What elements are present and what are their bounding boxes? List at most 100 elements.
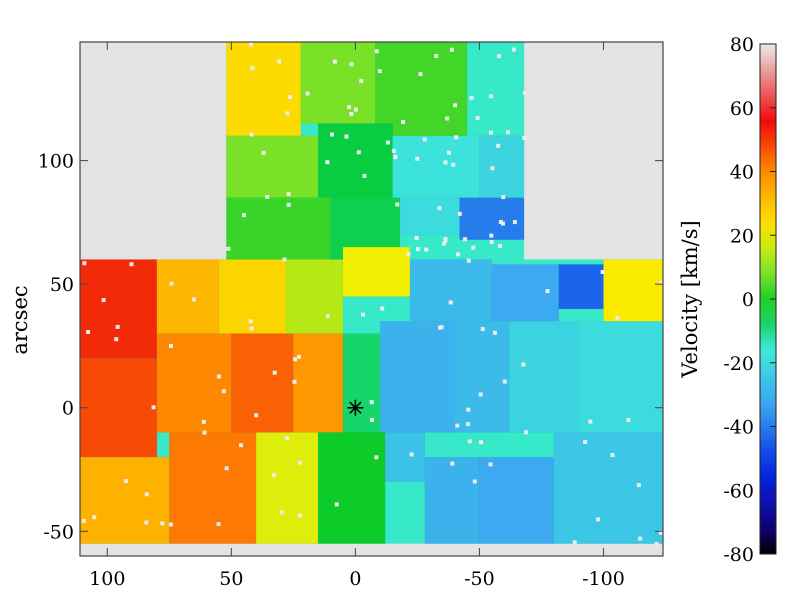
speckle-10 [501,221,505,226]
speckle-109 [191,297,196,302]
speckle-99 [123,479,128,484]
speckle-51 [86,330,91,334]
speckle-24 [497,54,501,59]
velocity-bin-11 [459,197,525,240]
velocity-bin-12 [80,259,158,359]
speckle-64 [305,91,310,96]
speckle-75 [224,466,229,471]
speckle-132 [330,132,334,137]
speckle-15 [297,354,301,359]
speckle-56 [489,94,493,99]
speckle-87 [370,417,374,422]
speckle-128 [457,211,462,216]
speckle-149 [588,419,593,424]
velocity-bin-31 [169,432,257,544]
speckle-78 [490,166,495,171]
speckle-49 [596,517,601,522]
y-tick-label-0: -50 [43,521,74,543]
speckle-114 [344,134,349,139]
speckle-42 [249,132,254,137]
velocity-bin-6 [392,135,480,198]
speckle-65 [201,419,206,424]
speckle-112 [522,136,527,140]
y-axis-label: arcsec [8,285,32,354]
velocity-bin-28 [508,320,579,433]
speckle-63 [409,452,414,457]
speckle-32 [496,143,501,148]
x-tick-label-0: 100 [89,568,125,590]
speckle-5 [479,440,484,445]
velocity-bin-17 [409,259,493,322]
speckle-6 [469,95,474,100]
speckle-7 [298,460,303,465]
colorbar-tick-label-8: -80 [723,544,754,566]
velocity-bin-27 [454,320,510,433]
velocity-bin-35 [424,456,480,544]
speckle-117 [168,522,173,527]
speckle-28 [347,105,352,110]
speckle-146 [498,220,503,224]
velocity-bin-34 [384,432,426,483]
speckle-76 [489,130,493,135]
speckle-110 [286,192,291,197]
speckle-104 [441,241,446,246]
velocity-bin-32 [255,432,319,544]
speckle-79 [284,436,289,441]
speckle-30 [325,160,330,165]
velocity-bin-19 [558,264,604,310]
speckle-29 [292,379,297,384]
speckle-35 [374,455,379,460]
velocity-bin-37 [553,432,663,544]
speckle-106 [250,66,255,71]
speckle-55 [480,327,485,332]
center-marker-stroke-3 [349,401,362,414]
speckle-59 [81,518,86,523]
velocity-bin-2 [374,42,468,137]
speckle-119 [202,430,207,435]
velocity-bin-25 [342,333,381,433]
speckle-123 [659,280,663,285]
speckle-43 [169,281,174,286]
speckle-129 [334,502,339,507]
speckle-66 [242,213,246,218]
speckle-52 [249,42,253,47]
speckle-80 [445,116,450,121]
speckle-14 [497,244,502,248]
velocity-bin-0 [226,42,302,137]
speckle-74 [454,135,459,140]
colorbar-label: Velocity [km/s] [678,220,702,378]
speckle-11 [151,405,156,410]
speckle-133 [369,400,374,405]
speckle-16 [475,115,480,120]
speckle-46 [362,173,367,178]
speckle-105 [101,298,106,303]
speckle-136 [443,238,448,243]
velocity-bin-10 [399,197,460,235]
speckle-13 [455,423,460,428]
velocity-bin-24 [293,333,344,433]
colorbar-tick-label-4: 0 [742,289,754,311]
speckle-90 [359,78,364,83]
velocity-bin-29 [578,320,663,433]
velocity-bin-4 [226,135,319,198]
x-tick-label-2: 0 [349,568,361,590]
speckle-134 [395,202,400,207]
speckle-92 [393,154,398,159]
speckle-17 [169,344,173,348]
speckle-39 [272,370,277,375]
speckle-23 [325,314,330,319]
velocity-bins [80,42,663,544]
speckle-60 [416,247,420,252]
speckle-38 [401,120,406,124]
speckle-40 [463,237,467,242]
speckle-58 [261,150,266,155]
speckle-95 [254,413,259,418]
speckle-124 [349,111,354,116]
colorbar-tick-label-1: 60 [730,98,754,120]
x-axis-ticks: 100 50 0 -50 -100 [89,42,625,590]
speckle-94 [449,47,454,52]
velocity-bin-3 [466,42,525,137]
speckle-98 [422,137,427,142]
velocity-bin-7 [479,135,525,198]
speckle-53 [439,325,444,330]
